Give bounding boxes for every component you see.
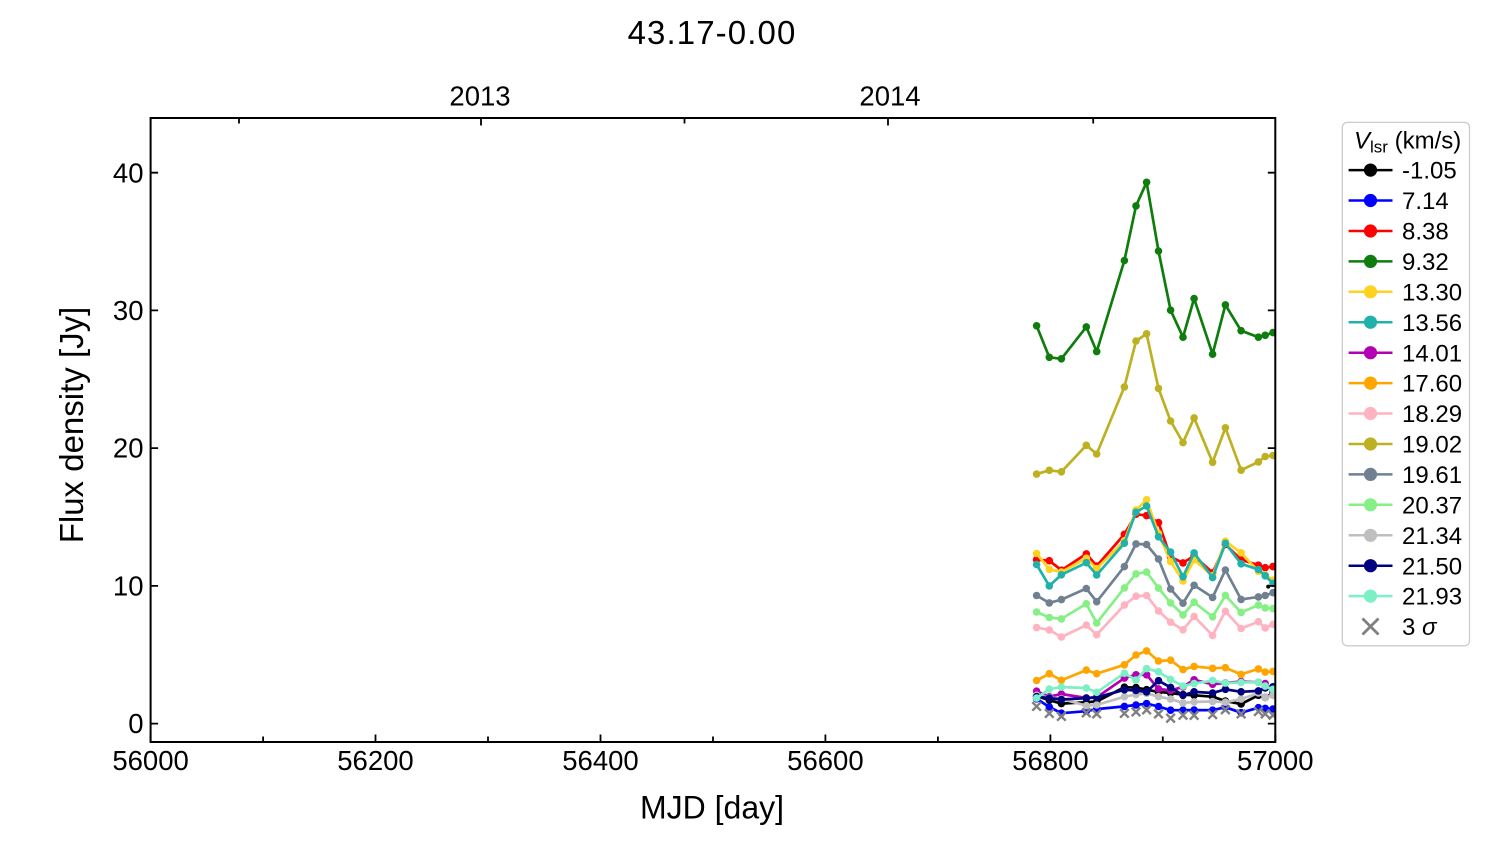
svg-text:57000: 57000	[1237, 745, 1313, 776]
svg-text:56600: 56600	[787, 745, 863, 776]
svg-text:2014: 2014	[859, 81, 920, 112]
svg-text:19.02: 19.02	[1402, 432, 1462, 459]
svg-text:-1.05: -1.05	[1402, 158, 1457, 185]
svg-text:18.29: 18.29	[1402, 401, 1462, 428]
svg-text:3 σ: 3 σ	[1402, 614, 1438, 641]
svg-text:9.32: 9.32	[1402, 249, 1449, 276]
svg-text:7.14: 7.14	[1402, 188, 1449, 215]
svg-text:56000: 56000	[112, 745, 188, 776]
svg-text:13.56: 13.56	[1402, 310, 1462, 337]
svg-text:21.93: 21.93	[1402, 584, 1462, 611]
svg-text:0: 0	[128, 708, 143, 739]
svg-text:21.34: 21.34	[1402, 523, 1462, 550]
svg-text:17.60: 17.60	[1402, 371, 1462, 398]
svg-text:Flux density [Jy]: Flux density [Jy]	[53, 307, 90, 544]
svg-text:8.38: 8.38	[1402, 219, 1449, 246]
svg-text:MJD [day]: MJD [day]	[640, 790, 784, 826]
svg-text:56400: 56400	[562, 745, 638, 776]
svg-text:2013: 2013	[449, 81, 510, 112]
svg-text:13.30: 13.30	[1402, 279, 1462, 306]
svg-text:21.50: 21.50	[1402, 553, 1462, 580]
svg-text:56800: 56800	[1012, 745, 1088, 776]
svg-text:Vlsr (km/s): Vlsr (km/s)	[1354, 128, 1461, 157]
svg-text:56200: 56200	[337, 745, 413, 776]
svg-text:20: 20	[113, 433, 144, 464]
svg-text:40: 40	[113, 157, 144, 188]
svg-text:10: 10	[113, 571, 144, 602]
svg-text:30: 30	[113, 295, 144, 326]
svg-text:43.17-0.00: 43.17-0.00	[628, 14, 797, 51]
svg-text:14.01: 14.01	[1402, 340, 1462, 367]
svg-text:20.37: 20.37	[1402, 492, 1462, 519]
svg-text:19.61: 19.61	[1402, 462, 1462, 489]
